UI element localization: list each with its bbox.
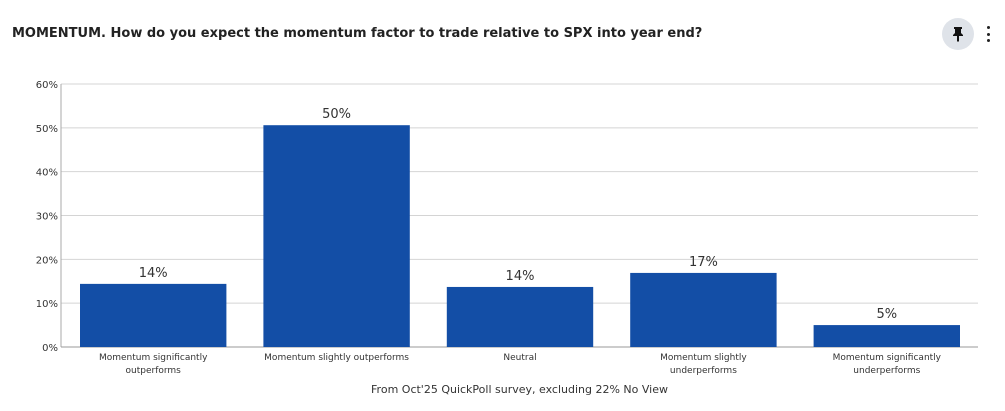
x-tick-label: Momentum slightly outperforms [264,353,409,363]
x-tick-label: Momentum significantly [833,353,942,363]
y-tick-label: 30% [36,212,58,223]
pin-button[interactable] [942,18,974,50]
x-tick-label: Momentum significantly [99,353,208,363]
pin-icon [953,27,963,42]
x-tick-label: Neutral [503,353,536,363]
bar [630,272,777,347]
y-tick-label: 10% [36,299,58,310]
data-label: 14% [506,269,535,284]
bar [263,125,410,347]
bar [813,325,960,347]
x-axis-label: From Oct'25 QuickPoll survey, excluding … [371,383,668,396]
y-tick-label: 60% [36,80,58,91]
x-tick-label: underperforms [670,366,737,376]
x-tick-label: outperforms [126,366,182,376]
x-tick-label: underperforms [853,366,920,376]
data-label: 17% [689,255,718,270]
x-tick-label: Momentum slightly [660,353,747,363]
y-tick-label: 40% [36,168,58,179]
data-label: 50% [322,107,351,122]
chart-title: MOMENTUM. How do you expect the momentum… [12,26,703,41]
bar [446,286,594,347]
bar [80,283,227,347]
data-label: 5% [876,307,897,322]
y-tick-label: 0% [42,343,58,354]
y-tick-label: 20% [36,255,58,266]
y-tick-label: 50% [36,124,58,135]
more-options-button[interactable] [984,24,992,44]
data-label: 14% [139,266,168,281]
